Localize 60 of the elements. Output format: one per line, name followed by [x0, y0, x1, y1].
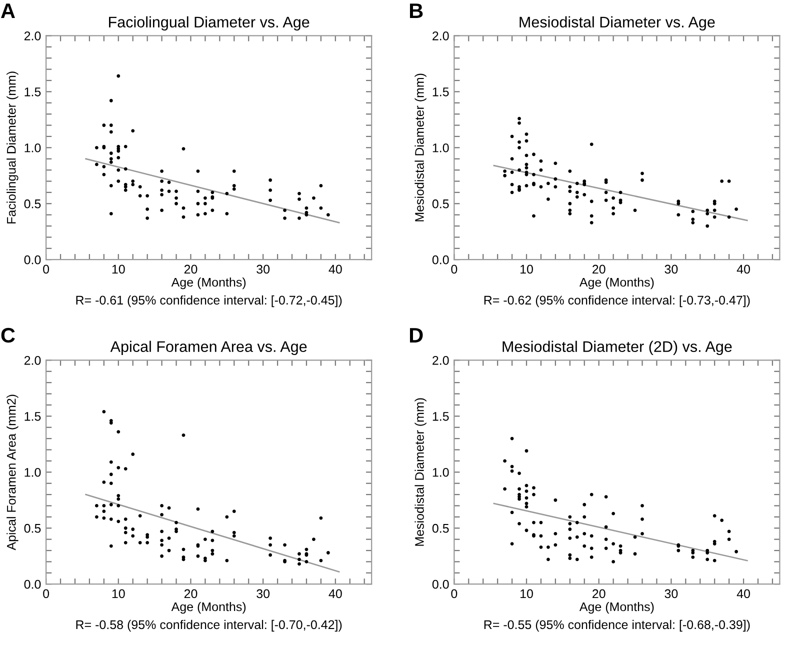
text: A — [0, 4, 15, 18]
x-tick-label: 30 — [664, 264, 678, 274]
x-tick-label: 0 — [43, 264, 50, 274]
x-tick-label: 40 — [328, 589, 342, 598]
y-tick-label: 0.0 — [24, 255, 41, 264]
x-axis-title: Age (Months) — [171, 602, 246, 614]
x-tick-label: 30 — [256, 264, 270, 274]
x-tick-label: 20 — [592, 589, 606, 598]
y-tick-label: 1.5 — [24, 412, 41, 421]
x-axis-title: Age (Months) — [579, 602, 654, 614]
y-tick-label: 1.5 — [432, 88, 449, 96]
x-axis-title: Age (Months) — [171, 278, 246, 290]
y-tick-label: 1.5 — [432, 412, 449, 421]
x-tick-label: 40 — [736, 264, 750, 274]
x-tick-label: 30 — [256, 589, 270, 598]
text: R= -0.62 (95% confidence interval: [-0.73,-0.47]) — [484, 295, 750, 308]
y-tick-label: 0.5 — [24, 524, 41, 533]
y-tick-label: 2.0 — [24, 356, 41, 365]
x-tick-label: 0 — [451, 264, 458, 274]
text: B — [410, 4, 423, 18]
x-tick-label: 10 — [112, 264, 125, 274]
x-tick-label: 30 — [664, 589, 678, 598]
y-tick-label: 0.5 — [24, 199, 41, 208]
y-tick-label: 1.0 — [24, 143, 41, 152]
text: R= -0.58 (95% confidence interval: [-0.70,-0.42]) — [76, 620, 342, 632]
text: D — [410, 328, 423, 342]
x-tick-label: 20 — [592, 264, 606, 274]
x-axis-title: Age (Months) — [579, 278, 654, 290]
x-tick-label: 40 — [736, 589, 750, 598]
text: C — [1, 328, 15, 343]
x-tick-label: 10 — [112, 589, 125, 598]
text: R= -0.55 (95% confidence interval: [-0.68,-0.39]) — [484, 620, 750, 632]
text: R= -0.61 (95% confidence interval: [-0.72,-0.45]) — [76, 295, 342, 308]
y-axis-title: Mesiodistal Diameter (mm) — [414, 74, 426, 222]
chart-title: Apical Foramen Area vs. Age — [110, 340, 307, 356]
y-tick-label: 1.5 — [24, 88, 41, 96]
y-tick-label: 1.0 — [24, 468, 41, 477]
x-tick-label: 40 — [328, 264, 342, 274]
y-tick-label: 0.0 — [24, 580, 41, 589]
y-tick-label: 0.5 — [432, 524, 449, 533]
x-tick-label: 20 — [184, 589, 198, 598]
y-axis-title: Apical Foramen Area (mm2) — [6, 394, 18, 550]
y-tick-label: 0.0 — [432, 255, 449, 264]
y-tick-label: 1.0 — [432, 468, 449, 477]
chart-title: Mesiodistal Diameter vs. Age — [520, 16, 715, 31]
y-tick-label: 2.0 — [24, 31, 41, 40]
x-tick-label: 10 — [520, 589, 533, 598]
y-axis-title: Mesiodistal Diameter (mm) — [414, 398, 426, 546]
y-tick-label: 2.0 — [432, 356, 449, 365]
x-tick-label: 0 — [43, 589, 50, 598]
chart-title: Faciolingual Diameter vs. Age — [109, 16, 310, 31]
y-tick-label: 0.5 — [432, 199, 449, 208]
y-tick-label: 2.0 — [432, 31, 449, 40]
y-tick-label: 0.0 — [432, 580, 449, 589]
x-tick-label: 10 — [520, 264, 533, 274]
y-axis-title: Faciolingual Diameter (mm) — [6, 72, 18, 224]
x-tick-label: 0 — [451, 589, 458, 598]
y-tick-label: 1.0 — [432, 143, 449, 152]
chart-title: Mesiodistal Diameter (2D) vs. Age — [502, 340, 732, 356]
x-tick-label: 20 — [184, 264, 198, 274]
